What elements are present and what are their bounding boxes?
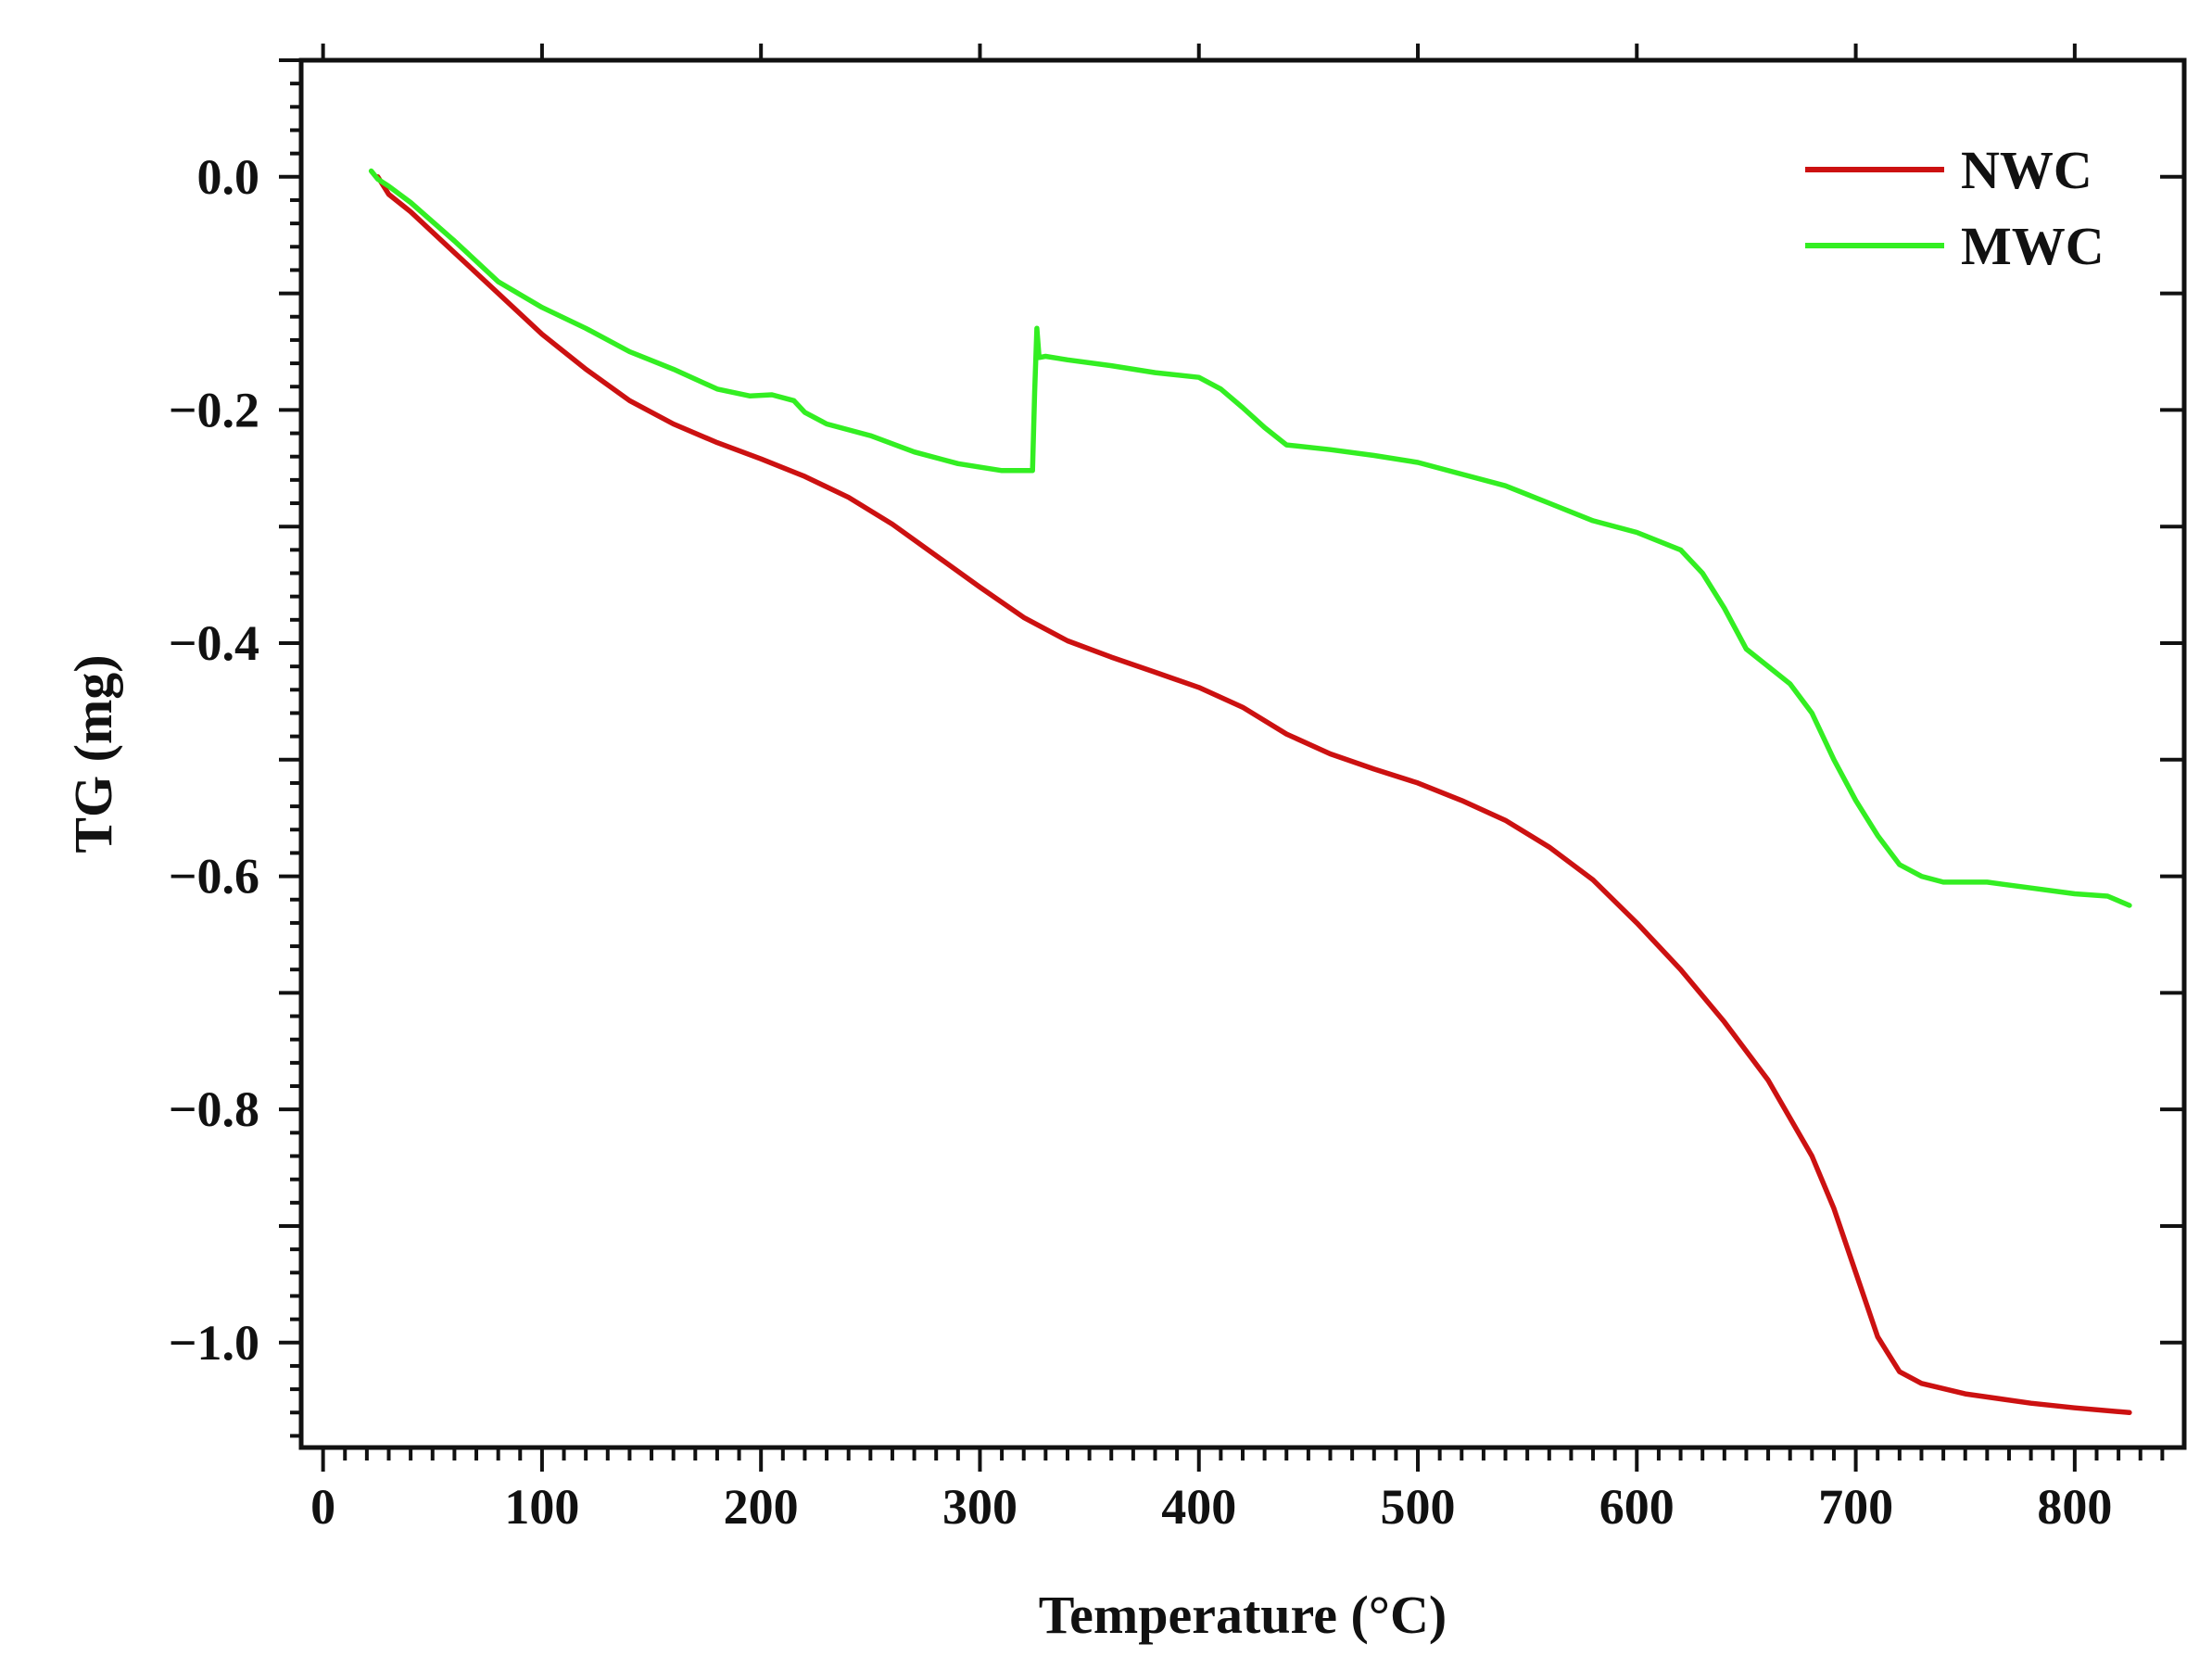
legend: NWC MWC [1805, 140, 2105, 276]
series-line-nwc [374, 174, 2132, 1416]
x-tick-label: 500 [1381, 1479, 1456, 1535]
x-tick-label: 200 [724, 1479, 799, 1535]
x-tick-label: 0 [310, 1479, 335, 1535]
series-line-mwc [368, 168, 2132, 908]
y-tick-label: −0.4 [169, 615, 259, 671]
y-tick-label: 0.0 [197, 149, 260, 205]
x-tick-label: 300 [942, 1479, 1018, 1535]
legend-label-mwc: MWC [1961, 216, 2105, 276]
x-tick-label: 400 [1161, 1479, 1236, 1535]
plot-frame [298, 57, 2187, 1450]
legend-label-nwc: NWC [1961, 140, 2092, 200]
series-layer [368, 168, 2132, 1416]
y-tick-label: −0.2 [169, 382, 259, 437]
x-tick-label: 600 [1599, 1479, 1675, 1535]
axes: 0 100 200 300 400 500 600 700 800 0.0 −0.2 −0.4 −0.6… [169, 44, 2187, 1535]
x-tick-label: 700 [1818, 1479, 1893, 1535]
y-tick-label: −0.8 [169, 1081, 259, 1137]
x-axis-title: Temperature (°C) [1039, 1585, 1447, 1645]
y-tick-label: −1.0 [169, 1315, 259, 1371]
y-axis-title: TG (mg) [63, 654, 123, 853]
y-tick-label: −0.6 [169, 849, 259, 904]
x-tick-label: 800 [2037, 1479, 2112, 1535]
x-tick-label: 100 [504, 1479, 579, 1535]
